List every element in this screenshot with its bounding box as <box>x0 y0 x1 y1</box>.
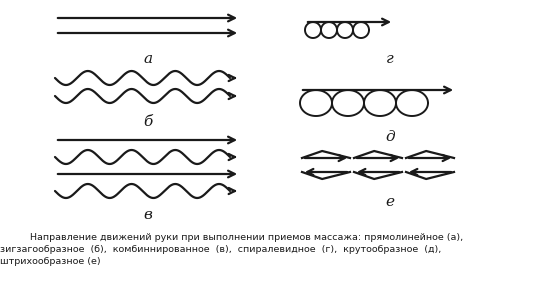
Text: Направление движений руки при выполнении приемов массажа: прямолинейное (а),: Направление движений руки при выполнении… <box>0 233 463 242</box>
Text: в: в <box>144 208 153 222</box>
Text: д: д <box>385 130 395 144</box>
Text: зигзагообразное  (б),  комбиннированное  (в),  спиралевидное  (г),  крутообразно: зигзагообразное (б), комбиннированное (в… <box>0 245 441 254</box>
Text: б: б <box>143 115 153 129</box>
Text: штрихообразное (е): штрихообразное (е) <box>0 257 100 266</box>
Text: е: е <box>386 195 395 209</box>
Text: г: г <box>386 52 394 66</box>
Text: а: а <box>143 52 153 66</box>
